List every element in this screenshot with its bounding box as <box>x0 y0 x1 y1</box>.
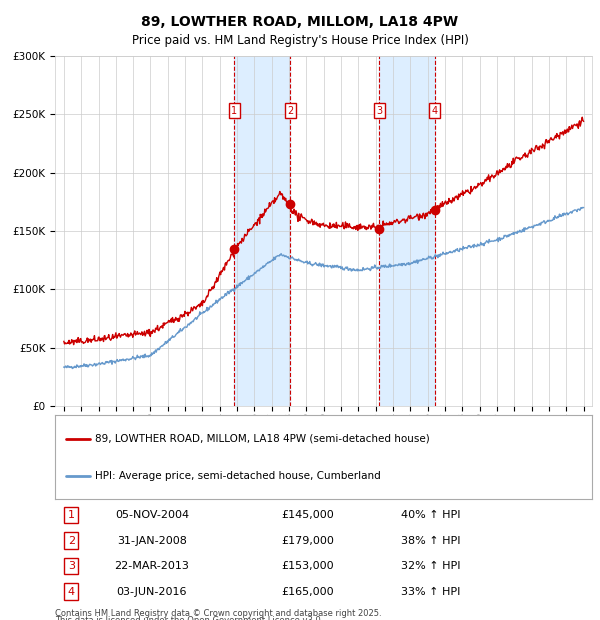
Text: 38% ↑ HPI: 38% ↑ HPI <box>401 536 461 546</box>
Bar <box>235 56 290 406</box>
Text: 3: 3 <box>68 561 75 571</box>
Text: Price paid vs. HM Land Registry's House Price Index (HPI): Price paid vs. HM Land Registry's House … <box>131 34 469 47</box>
Text: £145,000: £145,000 <box>281 510 334 520</box>
Bar <box>379 56 435 406</box>
Text: 31-JAN-2008: 31-JAN-2008 <box>117 536 187 546</box>
Text: Contains HM Land Registry data © Crown copyright and database right 2025.: Contains HM Land Registry data © Crown c… <box>55 609 382 618</box>
Text: 3: 3 <box>376 105 383 116</box>
Text: 05-NOV-2004: 05-NOV-2004 <box>115 510 189 520</box>
Text: 2: 2 <box>68 536 75 546</box>
Text: 4: 4 <box>432 105 438 116</box>
Text: £153,000: £153,000 <box>281 561 334 571</box>
Text: 33% ↑ HPI: 33% ↑ HPI <box>401 587 461 596</box>
Text: 4: 4 <box>68 587 75 596</box>
Text: 89, LOWTHER ROAD, MILLOM, LA18 4PW (semi-detached house): 89, LOWTHER ROAD, MILLOM, LA18 4PW (semi… <box>95 434 430 444</box>
Text: 22-MAR-2013: 22-MAR-2013 <box>115 561 189 571</box>
Text: £179,000: £179,000 <box>281 536 334 546</box>
Text: This data is licensed under the Open Government Licence v3.0.: This data is licensed under the Open Gov… <box>55 616 323 620</box>
Text: 32% ↑ HPI: 32% ↑ HPI <box>401 561 461 571</box>
Text: HPI: Average price, semi-detached house, Cumberland: HPI: Average price, semi-detached house,… <box>95 471 381 480</box>
Text: 1: 1 <box>68 510 75 520</box>
Text: 1: 1 <box>232 105 238 116</box>
Text: £165,000: £165,000 <box>281 587 334 596</box>
Text: 2: 2 <box>287 105 293 116</box>
Text: 89, LOWTHER ROAD, MILLOM, LA18 4PW: 89, LOWTHER ROAD, MILLOM, LA18 4PW <box>142 16 458 30</box>
Text: 03-JUN-2016: 03-JUN-2016 <box>116 587 187 596</box>
Text: 40% ↑ HPI: 40% ↑ HPI <box>401 510 461 520</box>
